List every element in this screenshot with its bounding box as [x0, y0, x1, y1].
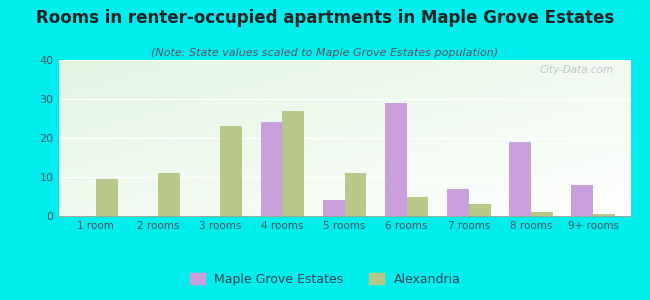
Bar: [469, 204, 491, 216]
Bar: [407, 196, 428, 216]
Bar: [220, 126, 242, 216]
Bar: [509, 142, 531, 216]
Bar: [593, 214, 615, 216]
Text: (Note: State values scaled to Maple Grove Estates population): (Note: State values scaled to Maple Grov…: [151, 48, 499, 58]
Bar: [96, 179, 118, 216]
Bar: [344, 173, 366, 216]
Legend: Maple Grove Estates, Alexandria: Maple Grove Estates, Alexandria: [185, 268, 465, 291]
Text: City-Data.com: City-Data.com: [540, 65, 614, 75]
Bar: [571, 185, 593, 216]
Bar: [282, 111, 304, 216]
Bar: [385, 103, 407, 216]
Bar: [447, 189, 469, 216]
Bar: [531, 212, 552, 216]
Bar: [261, 122, 282, 216]
Bar: [158, 173, 180, 216]
Bar: [323, 200, 345, 216]
Text: Rooms in renter-occupied apartments in Maple Grove Estates: Rooms in renter-occupied apartments in M…: [36, 9, 614, 27]
